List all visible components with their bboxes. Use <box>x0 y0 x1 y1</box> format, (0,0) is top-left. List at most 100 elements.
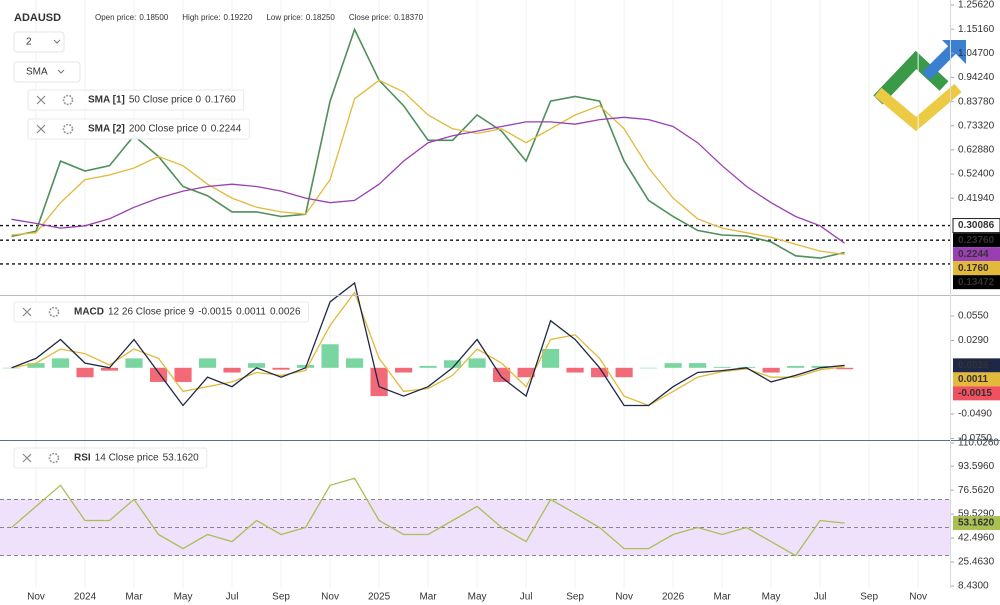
legend-box[interactable] <box>13 447 208 469</box>
last-value-label-box <box>953 358 1000 373</box>
settings-icon[interactable] <box>48 306 60 318</box>
settings-icon[interactable] <box>48 452 60 464</box>
ohlc-label: High price: <box>182 13 220 22</box>
level-label-box <box>953 275 1000 290</box>
indicator-legend[interactable]: MACD 12 26 Close price 9 -0.0015 0.0011 0.00… <box>13 301 310 323</box>
histogram-bar <box>689 363 707 368</box>
select-value[interactable]: 2 <box>26 37 32 48</box>
settings-icon[interactable] <box>62 123 74 135</box>
last-value-label: 0.1760 <box>958 263 989 274</box>
legend-value: -0.0015 <box>198 307 232 318</box>
x-tick-label: Mar <box>419 592 437 603</box>
series-line <box>11 281 845 407</box>
y-tick-label: 0.0550 <box>958 311 989 322</box>
last-value-label-box <box>953 516 1000 531</box>
last-value-label-box <box>953 386 1000 401</box>
legend-name: SMA [2] <box>88 124 125 135</box>
logo-blue <box>922 44 958 80</box>
ohlc-value: 0.18370 <box>394 13 423 22</box>
histogram-bar <box>394 367 413 373</box>
histogram-bar <box>811 365 829 368</box>
histogram-bar <box>591 367 609 378</box>
y-tick-label: 0.83780 <box>958 96 995 107</box>
histogram-bar <box>174 367 192 382</box>
last-value-label: 0.0011 <box>958 374 988 385</box>
interval-select[interactable]: 2 <box>13 31 65 53</box>
indicator-select[interactable]: SMA <box>13 61 81 83</box>
legend-name: RSI <box>74 453 91 464</box>
y-tick-label: 0.41940 <box>958 193 995 204</box>
y-tick-label: 110.0260 <box>958 438 999 449</box>
histogram-bar <box>321 344 339 368</box>
x-tick-label: 2025 <box>368 592 391 603</box>
histogram-bar <box>100 367 119 371</box>
series-line <box>11 79 845 256</box>
legend-name: MACD <box>74 307 104 318</box>
legend-value: 53.1620 <box>163 453 200 464</box>
level-label: 0.30086 <box>958 220 995 231</box>
close-icon[interactable] <box>22 307 32 317</box>
ohlc-value: 0.18500 <box>139 13 168 22</box>
last-value-label: 0.2244 <box>958 249 989 260</box>
x-tick-label: Sep <box>272 592 290 603</box>
y-tick-label: -0.0750 <box>958 433 992 444</box>
legend-params: 12 26 Close price 9 <box>108 307 195 318</box>
last-value-label-box <box>953 247 1000 262</box>
last-value-label-box <box>953 372 1000 387</box>
y-tick-label: 76.5620 <box>958 485 995 496</box>
close-icon[interactable] <box>36 95 46 105</box>
legend-box[interactable] <box>27 89 245 111</box>
indicator-legend[interactable]: SMA [2] 200 Close price 0 0.2244 <box>27 118 250 140</box>
chevron <box>53 39 61 44</box>
legend-box[interactable] <box>13 301 310 323</box>
indicator-legend[interactable]: RSI 14 Close price 53.1620 <box>13 447 208 469</box>
chevron <box>57 69 65 74</box>
histogram-bar <box>272 367 290 370</box>
y-tick-label: 93.5960 <box>958 461 995 472</box>
y-tick-label: 0.94240 <box>958 72 995 83</box>
close-icon[interactable] <box>36 124 46 134</box>
legend-params: 200 Close price 0 <box>129 124 207 135</box>
level-label: 0.23760 <box>958 235 995 246</box>
histogram-bar <box>125 358 143 368</box>
last-value-label-box <box>953 261 1000 276</box>
indicator-legend[interactable]: SMA [1] 50 Close price 0 0.1760 <box>27 89 245 111</box>
histogram-bar <box>419 365 437 368</box>
logo <box>873 40 966 132</box>
y-tick-label: 1.15160 <box>958 24 995 35</box>
ohlc-value: 0.19220 <box>224 13 253 22</box>
x-tick-label: May <box>762 592 781 603</box>
logo-arrow <box>942 40 966 64</box>
series-line <box>11 291 845 407</box>
histogram-bar <box>836 367 854 370</box>
x-tick-label: Nov <box>909 592 927 603</box>
logo-yellow <box>874 83 962 132</box>
logo-green <box>873 50 949 105</box>
select-value[interactable]: SMA <box>26 67 48 78</box>
legend-box[interactable] <box>27 118 250 140</box>
y-tick-label: 0.73320 <box>958 120 995 131</box>
x-tick-label: Jul <box>520 592 533 603</box>
x-tick-label: 2024 <box>74 592 97 603</box>
settings-icon[interactable] <box>62 94 74 106</box>
legend-value: 0.2244 <box>211 124 242 135</box>
x-tick-label: Sep <box>860 592 878 603</box>
histogram-bar <box>247 363 266 368</box>
x-tick-label: Mar <box>714 592 732 603</box>
legend-value: 0.0011 <box>236 307 266 318</box>
close-icon[interactable] <box>22 453 32 463</box>
x-tick-label: May <box>468 592 487 603</box>
legend-value: 0.1760 <box>205 95 236 106</box>
histogram-bar <box>615 367 633 378</box>
x-tick-label: Jul <box>814 592 827 603</box>
x-tick-label: Nov <box>27 592 45 603</box>
select-box[interactable] <box>13 31 65 53</box>
price-markers: 0.30086 0.23760 0.2244 0.1760 0.13472 0.0026 0… <box>952 218 1000 531</box>
series-line <box>11 27 845 259</box>
x-tick-label: Nov <box>615 592 633 603</box>
select-box[interactable] <box>13 61 81 83</box>
histogram-bar <box>51 358 70 368</box>
ohlc-value: 0.18250 <box>306 13 335 22</box>
histogram-bar <box>468 358 486 368</box>
